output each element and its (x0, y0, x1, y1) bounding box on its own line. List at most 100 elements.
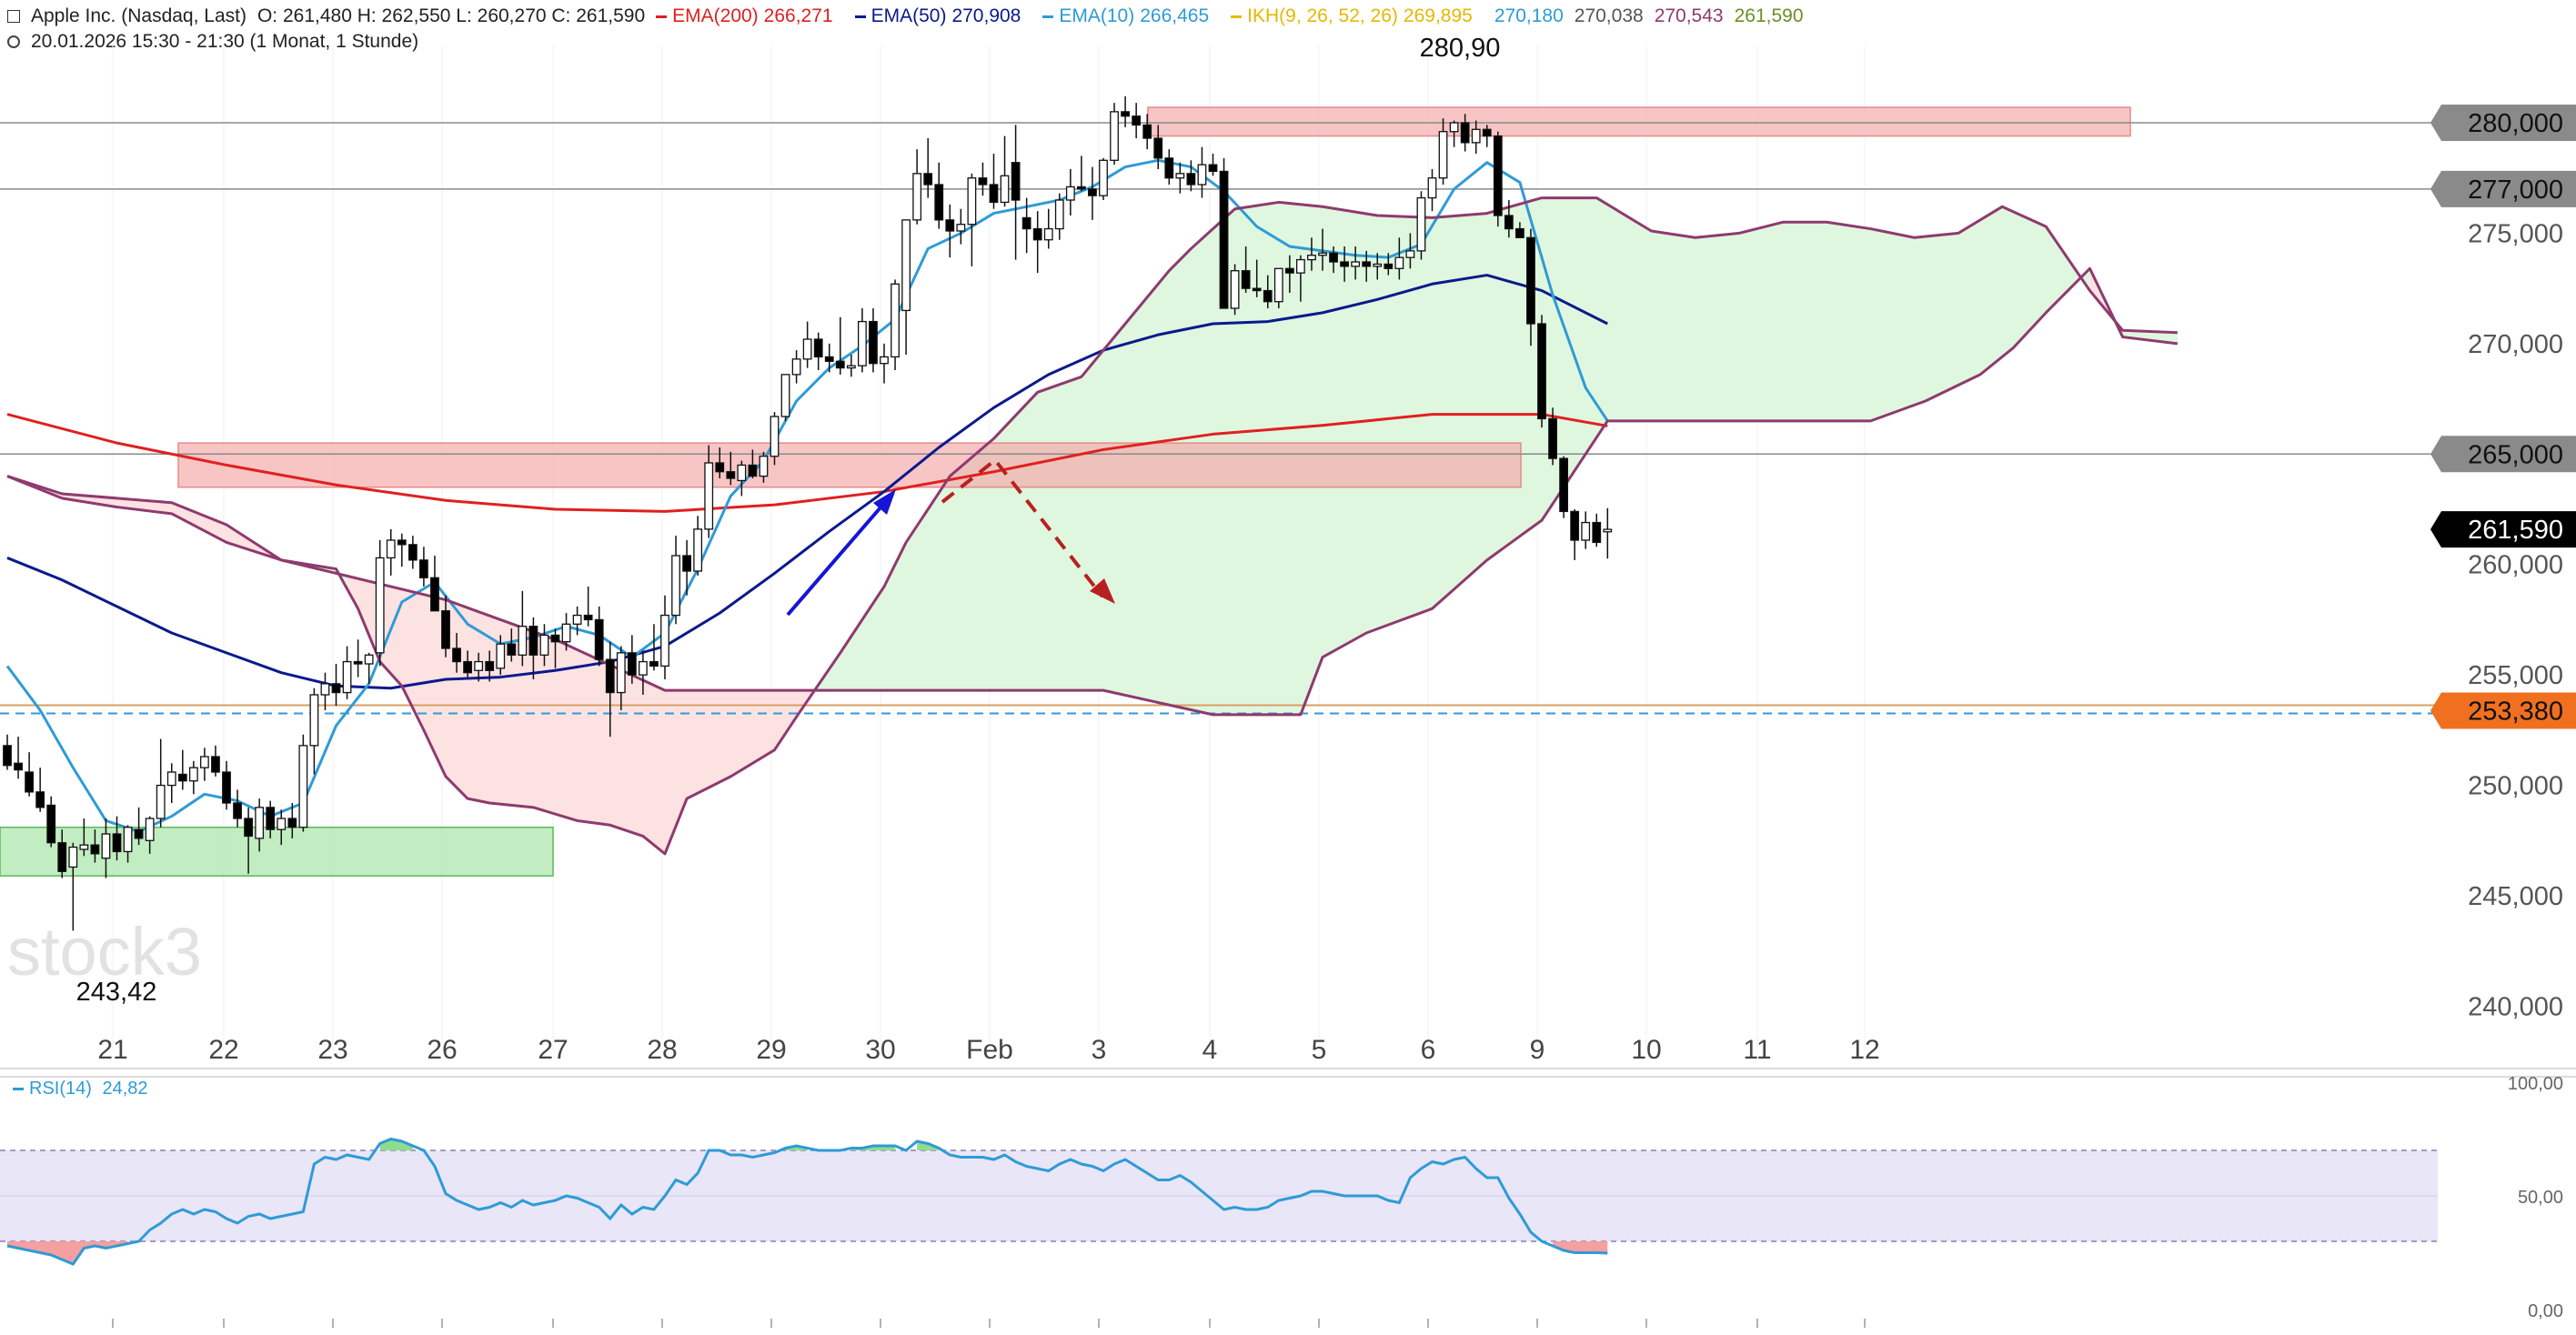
candle-body (1175, 173, 1185, 179)
candle-body (791, 358, 801, 376)
price-badge-label: 261,590 (2468, 516, 2563, 545)
candle-body (1460, 122, 1470, 144)
candle-body (430, 577, 439, 612)
candle-body (134, 828, 144, 839)
candle-body (35, 791, 45, 808)
candle-body (561, 623, 571, 643)
candle-body (68, 846, 78, 868)
price-badge-label: 253,380 (2468, 697, 2563, 726)
ohlc-values: O: 261,480 H: 262,550 L: 260,270 C: 261,… (257, 5, 646, 26)
candle-body (891, 283, 900, 358)
candle-body (671, 555, 680, 617)
indicator-ema10: EMA(10) 266,465 (1042, 4, 1220, 29)
candle-body (1011, 162, 1021, 201)
candle-body (858, 320, 867, 366)
x-tick-label: 28 (647, 1035, 677, 1065)
x-tick-label: 3 (1092, 1035, 1107, 1065)
candle-body (342, 660, 352, 694)
x-tick-label: 21 (97, 1035, 127, 1065)
candle-body (989, 184, 999, 204)
candle-body (1132, 115, 1142, 126)
candle-body (353, 660, 363, 665)
y-tick-label: 250,000 (2468, 772, 2563, 801)
x-tick-label: 26 (427, 1035, 457, 1065)
candle-body (518, 626, 528, 656)
candle-body (14, 762, 23, 771)
candle-body (1384, 263, 1394, 269)
candle-body (46, 804, 56, 844)
candle-body (1121, 111, 1130, 117)
candle-body (298, 745, 308, 828)
y-tick-label: 260,000 (2468, 551, 2563, 580)
candle-body (1329, 252, 1338, 263)
watermark-logo: stock3 (7, 914, 202, 989)
candle-body (25, 771, 35, 793)
candle-body (79, 844, 89, 850)
series-line (6, 196, 2178, 856)
candle-body (287, 818, 297, 828)
candle-body (846, 365, 856, 369)
resistance-zone (177, 442, 1522, 488)
rsi-legend: RSI(14) 24,82 (13, 1079, 148, 1099)
candle-body (813, 338, 823, 358)
candle-body (1032, 227, 1042, 241)
candle-body (1427, 177, 1437, 199)
candle-body (616, 652, 626, 694)
candle-body (1164, 157, 1174, 179)
x-tick-label: 10 (1631, 1035, 1661, 1065)
candle-body (1273, 267, 1283, 303)
candle-body (233, 802, 242, 819)
price-badge (2430, 105, 2576, 141)
arrow-head (1090, 578, 1115, 604)
x-tick-label: 30 (865, 1035, 895, 1065)
candle-body (737, 464, 747, 482)
series-line (6, 274, 1608, 690)
candle-body (375, 557, 385, 654)
candle-body (605, 658, 615, 694)
price-badge (2430, 436, 2576, 473)
series-line (5, 158, 1609, 834)
candle-body (967, 177, 977, 226)
price-badge (2430, 170, 2576, 207)
x-tick-label: 9 (1530, 1035, 1545, 1065)
candle-body (364, 654, 374, 665)
x-tick-label: 22 (208, 1035, 238, 1065)
candle-body (1208, 164, 1218, 173)
candle-body (331, 683, 341, 694)
x-tick-label: Feb (966, 1035, 1013, 1065)
rsi-tick-label: 100,00 (2508, 1074, 2563, 1094)
candle-body (222, 771, 231, 804)
candle-body (277, 818, 287, 830)
candle-body (496, 643, 506, 669)
price-annotation: 280,90 (1420, 34, 1501, 63)
rsi-tick-label: 50,00 (2518, 1188, 2563, 1208)
candle-body (1054, 199, 1064, 230)
candle-body (945, 219, 955, 232)
legend-row-2: 20.01.2026 15:30 - 21:30 (1 Monat, 1 Stu… (7, 29, 1815, 55)
price-badge-label: 280,000 (2468, 109, 2563, 138)
candle-body (1362, 261, 1372, 267)
candle-body (177, 773, 187, 782)
candle-body (1581, 521, 1591, 541)
candle-body (320, 683, 330, 696)
candle-body (452, 647, 461, 663)
candle-body (1592, 521, 1602, 544)
candle-body (101, 833, 111, 859)
candle-body (123, 827, 133, 853)
chart-legend: Apple Inc. (Nasdaq, Last) O: 261,480 H: … (7, 4, 1815, 55)
candle-body (1438, 131, 1448, 179)
candle-body (1252, 287, 1262, 292)
ikh-value-3: 270,543 (1654, 5, 1724, 26)
candle-body (1515, 227, 1524, 238)
price-annotation: 243,42 (76, 978, 157, 1007)
candle-body (572, 614, 582, 625)
candle-body (539, 634, 549, 656)
annotations: 280,90 243,42 (76, 34, 1501, 1007)
clock-icon (7, 35, 20, 48)
candle-body (386, 539, 396, 559)
candle-body (1021, 216, 1031, 230)
candle-body (912, 173, 922, 221)
candle-body (1219, 170, 1229, 309)
candle-body (309, 694, 319, 747)
